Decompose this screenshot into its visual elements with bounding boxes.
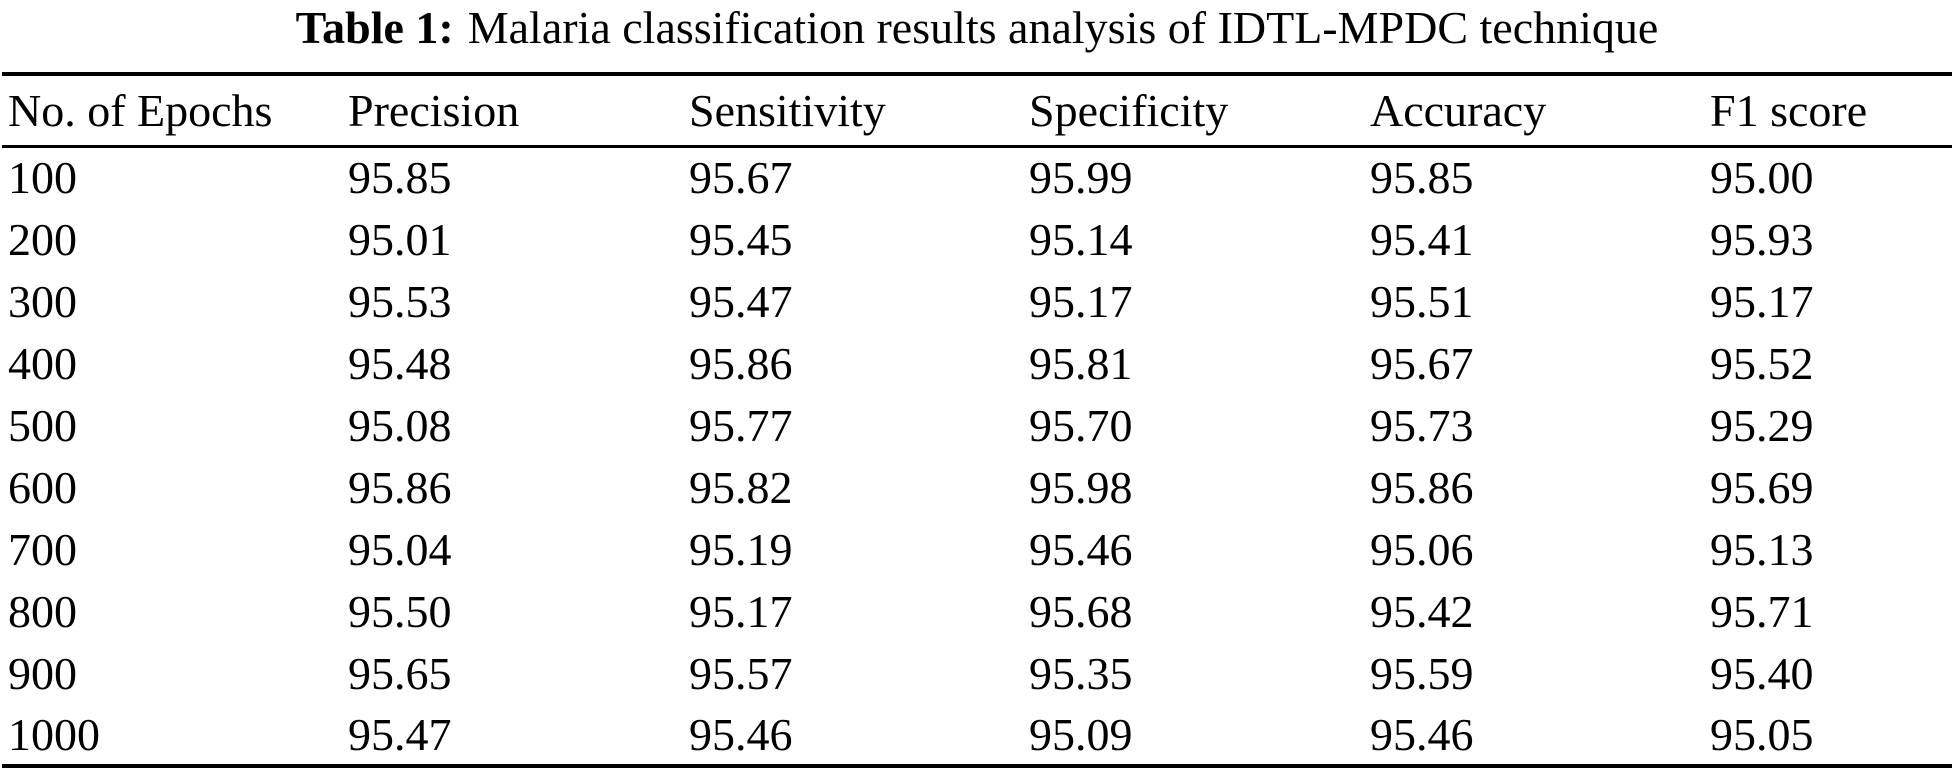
table-cell: 95.17	[689, 585, 793, 637]
table-cell: 95.04	[348, 523, 452, 575]
table-cell: 95.53	[348, 275, 452, 327]
table-row: 200 95.01 95.45 95.14 95.41 95.93	[2, 208, 1952, 270]
table-cell: 95.85	[348, 152, 452, 204]
table-cell: 95.19	[689, 523, 793, 575]
table-row: 300 95.53 95.47 95.17 95.51 95.17	[2, 270, 1952, 332]
table-cell: 95.99	[1029, 152, 1133, 204]
table-cell: 95.77	[689, 399, 793, 451]
table-cell: 500	[8, 399, 77, 451]
table-cell: 95.86	[1370, 461, 1474, 513]
column-header-sensitivity: Sensitivity	[689, 84, 886, 136]
table-cell: 95.13	[1710, 523, 1814, 575]
table-cell: 95.01	[348, 213, 452, 265]
table-cell: 95.05	[1710, 708, 1814, 760]
column-header-f1-score: F1 score	[1710, 84, 1868, 136]
table-caption: Table 1: Malaria classification results a…	[0, 0, 1954, 56]
table-row: 800 95.50 95.17 95.68 95.42 95.71	[2, 580, 1952, 642]
table-row: 900 95.65 95.57 95.35 95.59 95.40	[2, 642, 1952, 704]
table-row: 1000 95.47 95.46 95.09 95.46 95.05	[2, 704, 1952, 766]
table-cell: 95.82	[689, 461, 793, 513]
table-cell: 800	[8, 585, 77, 637]
table-cell: 95.86	[689, 337, 793, 389]
table-cell: 95.73	[1370, 399, 1474, 451]
table-header-row: No. of Epochs Precision Sensitivity Spec…	[2, 74, 1952, 146]
table-cell: 200	[8, 213, 77, 265]
table-row: 400 95.48 95.86 95.81 95.67 95.52	[2, 332, 1952, 394]
table-cell: 95.17	[1710, 275, 1814, 327]
table-cell: 95.57	[689, 647, 793, 699]
table-cell: 95.35	[1029, 647, 1133, 699]
table-cell: 95.29	[1710, 399, 1814, 451]
table-caption-label: Table 1:	[295, 2, 454, 53]
table-cell: 95.09	[1029, 708, 1133, 760]
table-cell: 95.86	[348, 461, 452, 513]
table-row: 700 95.04 95.19 95.46 95.06 95.13	[2, 518, 1952, 580]
table-cell: 95.52	[1710, 337, 1814, 389]
table-cell: 95.67	[1370, 337, 1474, 389]
table-cell: 95.59	[1370, 647, 1474, 699]
table-cell: 95.98	[1029, 461, 1133, 513]
column-header-specificity: Specificity	[1029, 84, 1229, 136]
results-table: No. of Epochs Precision Sensitivity Spec…	[2, 72, 1952, 768]
table-row: 500 95.08 95.77 95.70 95.73 95.29	[2, 394, 1952, 456]
table-body: 100 95.85 95.67 95.99 95.85 95.00 200 95.01 95.4…	[2, 146, 1952, 766]
table-cell: 95.46	[689, 708, 793, 760]
table-row: 100 95.85 95.67 95.99 95.85 95.00	[2, 146, 1952, 208]
table-cell: 95.70	[1029, 399, 1133, 451]
table-cell: 95.47	[348, 708, 452, 760]
table-cell: 300	[8, 275, 77, 327]
table-cell: 95.06	[1370, 523, 1474, 575]
table-caption-text: Malaria classification results analysis …	[467, 2, 1659, 53]
table-cell: 95.46	[1029, 523, 1133, 575]
table-cell: 95.17	[1029, 275, 1133, 327]
table-cell: 95.08	[348, 399, 452, 451]
column-header-accuracy: Accuracy	[1370, 84, 1547, 136]
table-cell: 95.00	[1710, 152, 1814, 204]
table-cell: 95.47	[689, 275, 793, 327]
table-cell: 95.42	[1370, 585, 1474, 637]
table-header: No. of Epochs Precision Sensitivity Spec…	[2, 74, 1952, 146]
table-cell: 100	[8, 152, 77, 204]
table-cell: 95.40	[1710, 647, 1814, 699]
table-cell: 95.93	[1710, 213, 1814, 265]
table-row: 600 95.86 95.82 95.98 95.86 95.69	[2, 456, 1952, 518]
table-cell: 95.67	[689, 152, 793, 204]
table-cell: 900	[8, 647, 77, 699]
table-cell: 95.45	[689, 213, 793, 265]
table-cell: 95.85	[1370, 152, 1474, 204]
table-cell: 95.81	[1029, 337, 1133, 389]
table-cell: 95.14	[1029, 213, 1133, 265]
column-header-epochs: No. of Epochs	[8, 84, 273, 136]
table-cell: 700	[8, 523, 77, 575]
column-header-precision: Precision	[348, 84, 520, 136]
table-cell: 95.48	[348, 337, 452, 389]
table-cell: 95.71	[1710, 585, 1814, 637]
table-cell: 400	[8, 337, 77, 389]
table-cell: 95.65	[348, 647, 452, 699]
table-cell: 95.51	[1370, 275, 1474, 327]
table-cell: 95.68	[1029, 585, 1133, 637]
table-cell: 1000	[8, 708, 100, 760]
table-cell: 95.46	[1370, 708, 1474, 760]
table-cell: 600	[8, 461, 77, 513]
table-cell: 95.69	[1710, 461, 1814, 513]
table-cell: 95.50	[348, 585, 452, 637]
table-cell: 95.41	[1370, 213, 1474, 265]
